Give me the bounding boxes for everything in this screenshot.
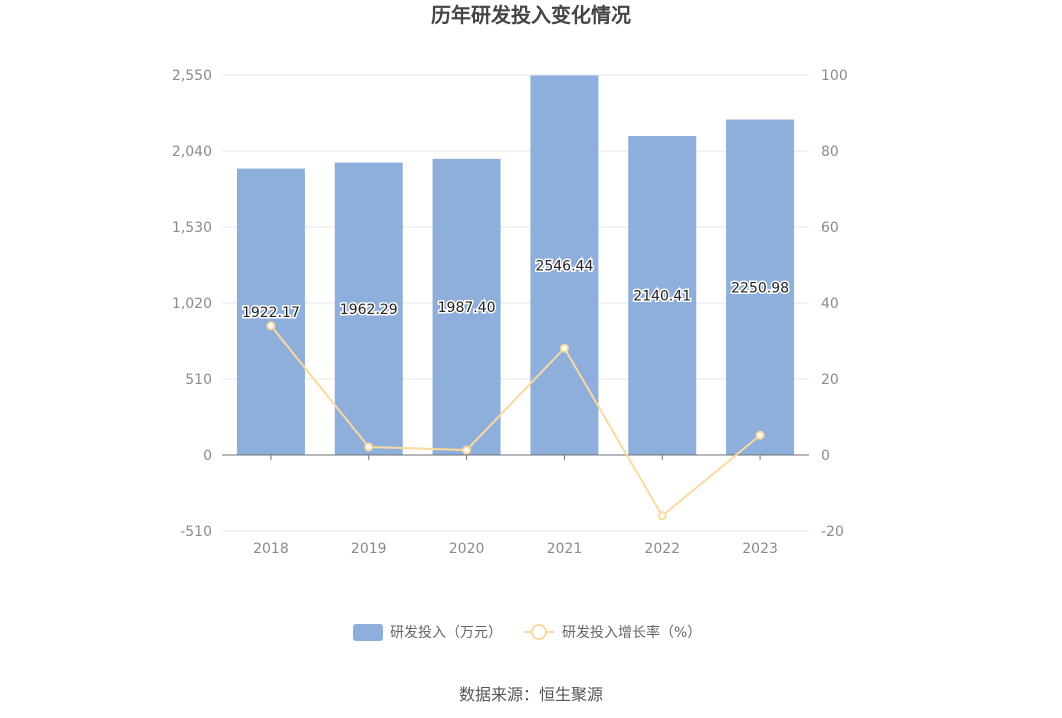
x-tick-label: 2018 — [253, 541, 289, 557]
y-right-tick-label: 80 — [821, 144, 839, 160]
bar — [334, 162, 403, 455]
line-layer — [266, 321, 765, 521]
x-tick-label: 2023 — [742, 541, 778, 557]
bar — [530, 75, 599, 455]
legend: 研发投入（万元） 研发投入增长率（%） — [353, 624, 701, 641]
y-right-tick-label: 0 — [821, 448, 830, 464]
bar — [236, 168, 305, 456]
y-left-tick-label: 0 — [203, 448, 212, 464]
bar-value-label: 1987.40 — [438, 300, 496, 316]
axis-layer: -510 0 510 1,020 1,530 2,040 2,550 -20 0 20 40 60 80… — [172, 68, 848, 557]
y-right-tick-label: 60 — [821, 220, 839, 236]
growth-point — [755, 430, 765, 440]
y-right-tick-label: 20 — [821, 372, 839, 388]
legend-swatch-line-marker[interactable] — [531, 624, 547, 640]
x-tick-label: 2020 — [449, 541, 485, 557]
growth-point — [657, 511, 667, 521]
growth-point — [266, 321, 276, 331]
source-note: 数据来源：恒生聚源 — [459, 685, 603, 704]
growth-line — [270, 325, 761, 518]
x-tick-label: 2022 — [644, 541, 680, 557]
bar-value-label: 1922.17 — [242, 305, 300, 321]
bar — [726, 119, 795, 455]
y-left-tick-label: 1,020 — [172, 296, 212, 312]
grid-layer — [222, 74, 809, 532]
growth-point — [364, 442, 374, 452]
y-right-tick-label: 40 — [821, 296, 839, 312]
growth-point — [559, 343, 569, 353]
legend-label-line[interactable]: 研发投入增长率（%） — [562, 624, 701, 641]
bar-layer — [236, 75, 795, 456]
bar-value-label: 2546.44 — [535, 258, 593, 274]
label-layer: 1922.17 1962.29 1987.40 2546.44 2140.41 2250.… — [240, 257, 790, 323]
y-right-tick-label: -20 — [821, 524, 844, 540]
x-tick-label: 2021 — [547, 541, 583, 557]
growth-point — [462, 445, 472, 455]
y-left-tick-label: -510 — [180, 524, 212, 540]
y-left-tick-label: 510 — [185, 372, 212, 388]
y-left-tick-label: 2,040 — [172, 144, 212, 160]
x-tick-label: 2019 — [351, 541, 387, 557]
y-right-tick-label: 100 — [821, 68, 848, 84]
bar-value-label: 2250.98 — [731, 280, 789, 296]
legend-label-bar[interactable]: 研发投入（万元） — [390, 625, 502, 641]
y-left-tick-label: 1,530 — [172, 220, 212, 236]
bar-value-label: 1962.29 — [340, 302, 398, 318]
chart-title: 历年研发投入变化情况 — [431, 3, 631, 27]
bar-value-label: 2140.41 — [633, 289, 691, 305]
bar — [432, 158, 501, 455]
y-left-tick-label: 2,550 — [172, 68, 212, 84]
bar — [628, 136, 697, 456]
legend-swatch-bar[interactable] — [353, 624, 383, 641]
